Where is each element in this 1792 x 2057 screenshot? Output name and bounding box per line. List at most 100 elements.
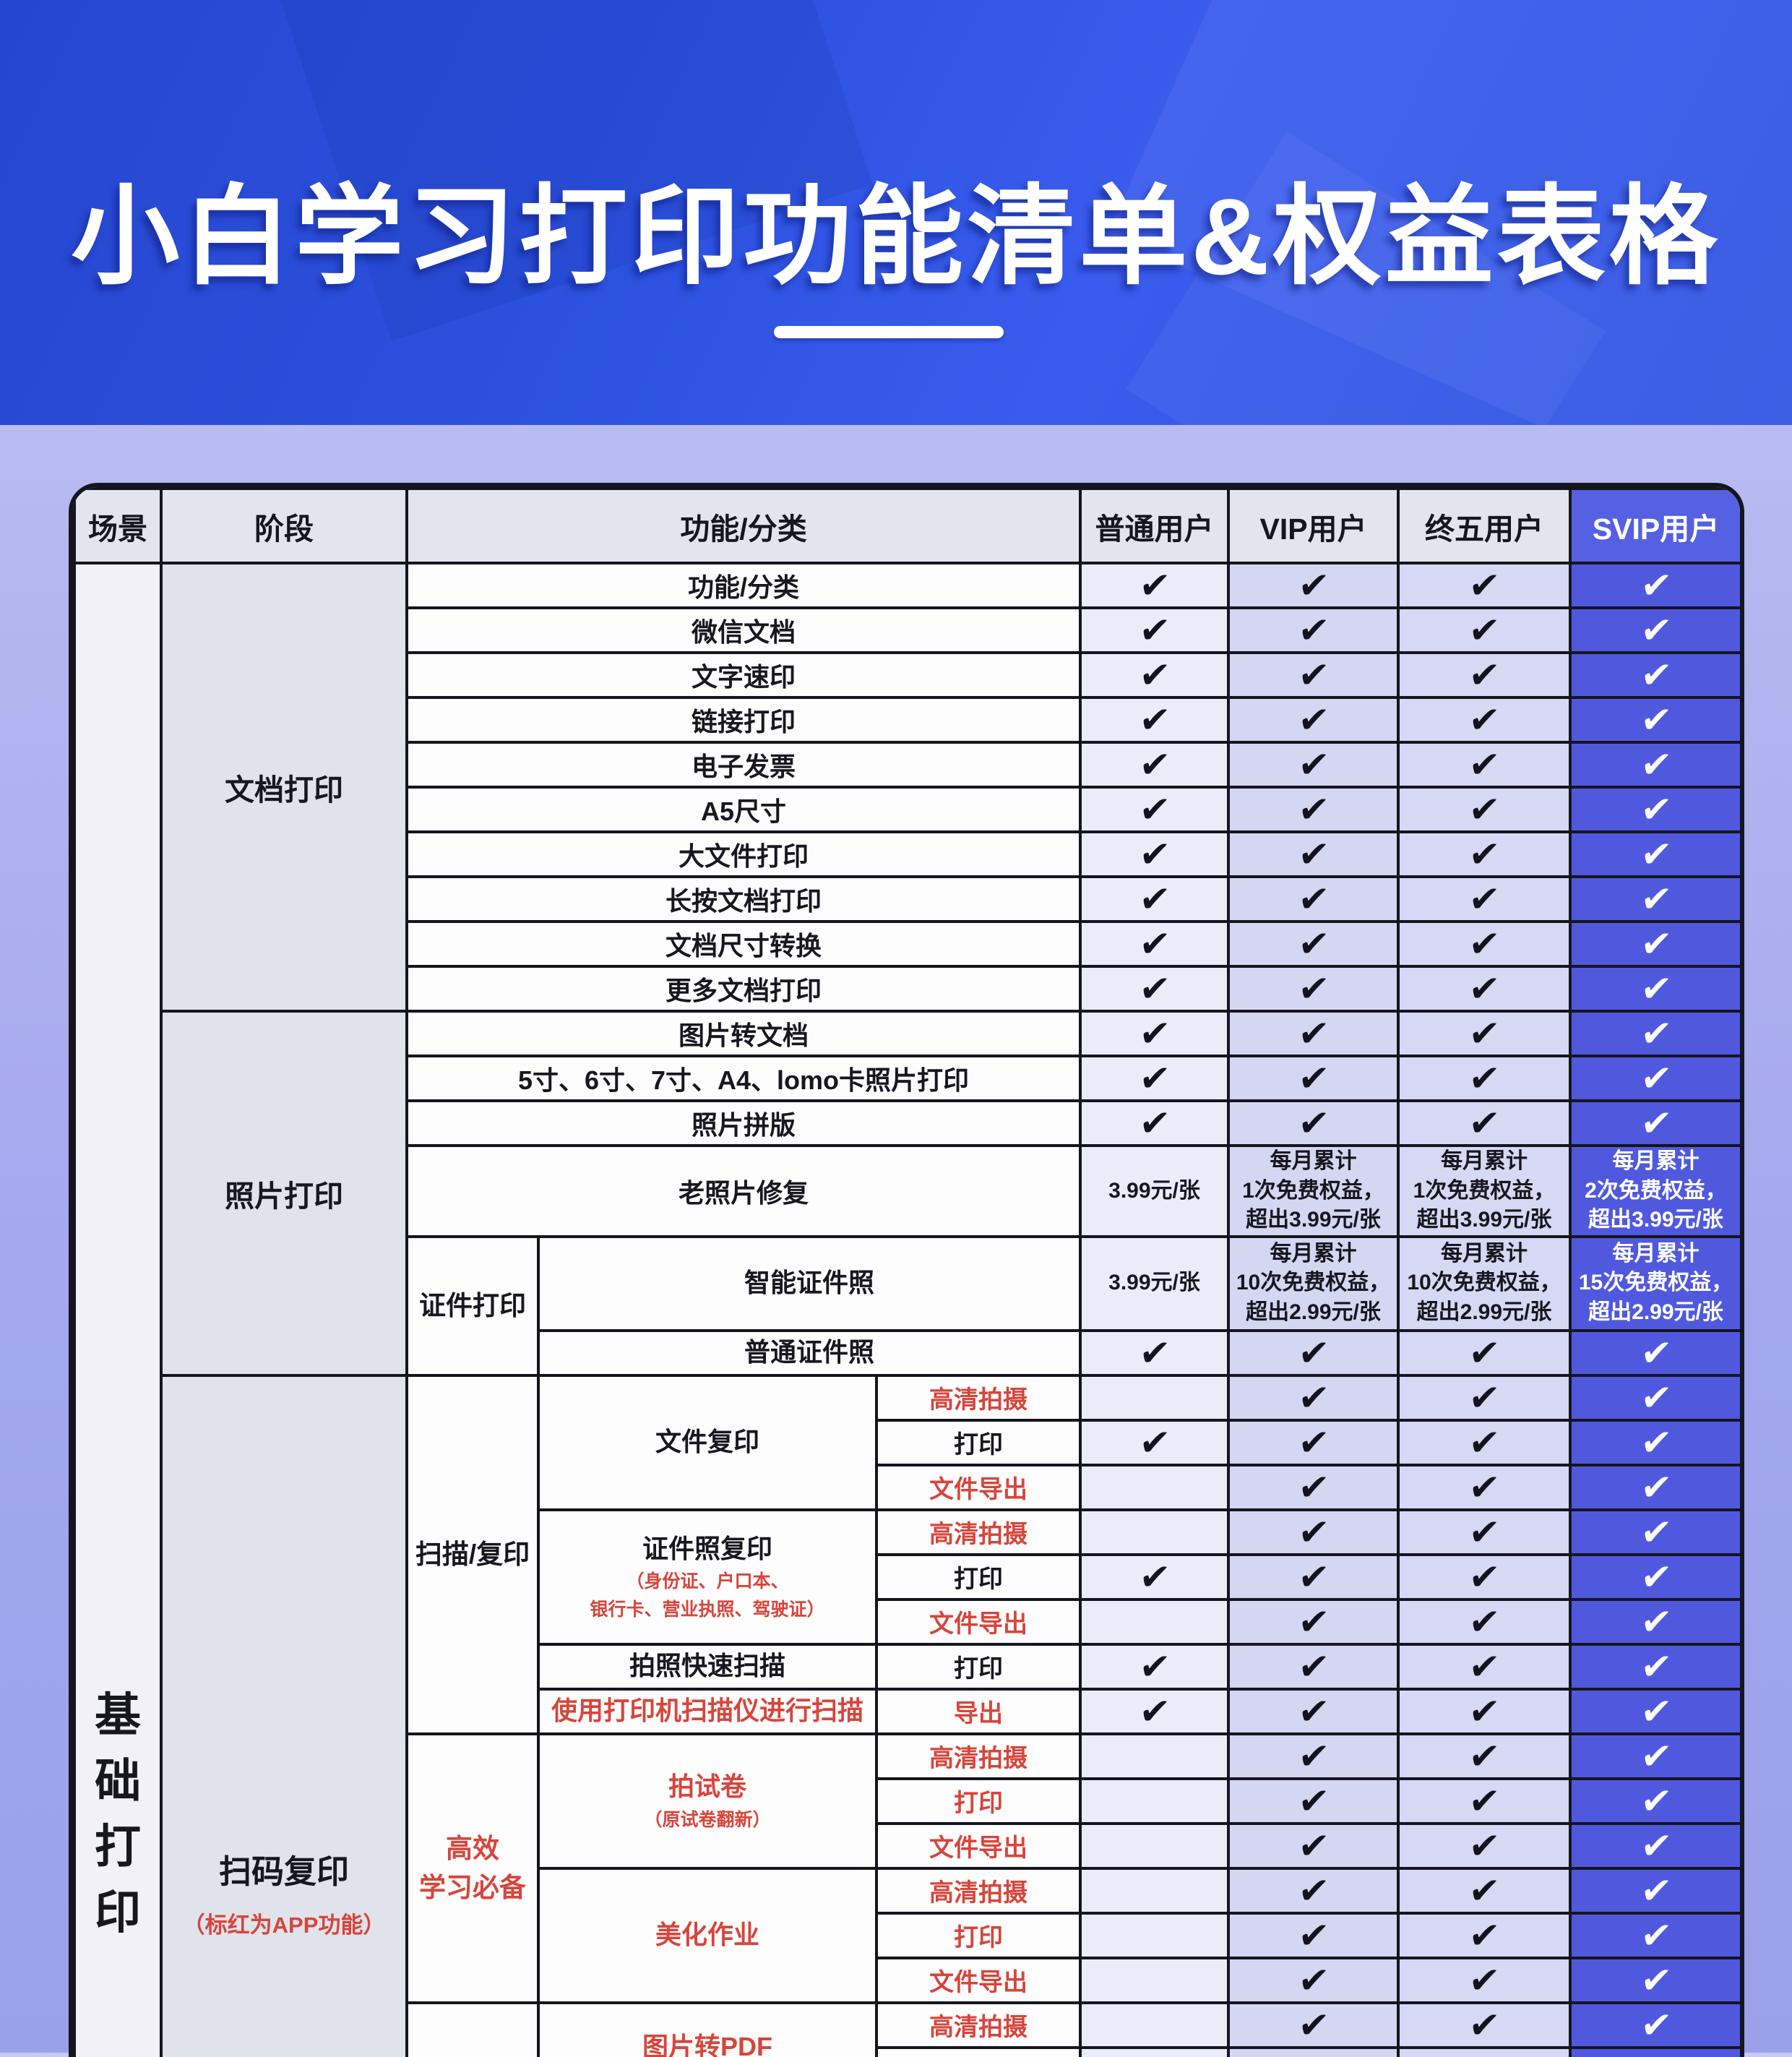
check-icon: ✔ [1296,699,1331,741]
check-cell: ✔ [1228,966,1398,1011]
check-icon: ✔ [1296,609,1331,651]
check-cell: ✔ [1398,608,1570,653]
stage-cell: 扫码复印（标红为APP功能） [161,1375,407,2057]
feature-cell: 高清拍摄 [876,1734,1080,1779]
check-cell: ✔ [1228,1734,1398,1779]
check-cell: ✔ [1228,742,1398,787]
function-cell: 老照片修复 [407,1146,1080,1237]
check-icon: ✔ [1639,1013,1673,1055]
header-cell: VIP用户 [1228,489,1398,563]
check-icon: ✔ [1137,968,1172,1010]
subgroup-cell: 使用打印机扫描仪进行扫描 [538,1689,876,1734]
header-cell: 普通用户 [1080,489,1228,563]
check-icon: ✔ [1467,1466,1502,1508]
check-icon: ✔ [1639,968,1673,1010]
check-icon: ✔ [1467,654,1502,696]
check-icon: ✔ [1467,833,1502,875]
check-icon: ✔ [1296,1601,1331,1643]
check-icon: ✔ [1467,1780,1502,1822]
banner: 小白学习打印功能清单&权益表格 [0,0,1792,425]
check-cell: ✔ [1228,1465,1398,1510]
check-icon: ✔ [1137,654,1172,696]
check-icon: ✔ [1639,1780,1673,1822]
check-icon: ✔ [1137,1646,1172,1688]
check-cell: ✔ [1080,697,1228,742]
subgroup-cell: 普通证件照 [538,1331,1080,1375]
check-cell: ✔ [1228,1331,1398,1375]
check-icon: ✔ [1137,1102,1172,1144]
subgroup-cell: 文件复印 [538,1375,876,1510]
function-cell: 照片拼版 [407,1101,1080,1146]
check-icon: ✔ [1467,1691,1502,1732]
check-cell: ✔ [1570,922,1741,966]
scene-vertical-label: 基础打印 [76,1692,160,1936]
check-icon: ✔ [1639,609,1673,651]
check-icon: ✔ [1467,2004,1502,2046]
check-cell: ✔ [1570,1056,1741,1101]
check-cell: ✔ [1080,877,1228,922]
check-cell: ✔ [1080,1101,1228,1146]
check-icon: ✔ [1296,1466,1331,1508]
check-cell [1080,1958,1228,2003]
check-icon: ✔ [1639,1915,1673,1957]
header-cell: 阶段 [161,489,407,563]
check-cell [1080,1465,1228,1510]
check-icon: ✔ [1137,833,1172,875]
check-cell: ✔ [1398,1689,1570,1734]
check-icon: ✔ [1467,1825,1502,1867]
function-cell: 更多文档打印 [407,966,1080,1011]
check-cell: ✔ [1228,1510,1398,1555]
function-cell: 电子发票 [407,742,1080,787]
check-cell: ✔ [1228,832,1398,877]
check-cell: ✔ [1398,1644,1570,1689]
check-cell: ✔ [1398,653,1570,697]
check-icon: ✔ [1467,1870,1502,1912]
check-icon: ✔ [1639,1102,1673,1144]
check-icon: ✔ [1137,1422,1172,1464]
check-icon: ✔ [1137,1057,1172,1099]
price-cell: 3.99元/张 [1080,1237,1228,1331]
check-cell: ✔ [1398,2003,1570,2048]
check-cell [1080,1779,1228,1824]
check-icon: ✔ [1639,789,1673,830]
check-cell: ✔ [1570,1011,1741,1056]
check-cell: ✔ [1570,1779,1741,1824]
check-cell: ✔ [1570,1644,1741,1689]
check-icon: ✔ [1137,923,1172,965]
check-cell: ✔ [1398,1056,1570,1101]
check-icon: ✔ [1296,833,1331,875]
check-icon: ✔ [1296,1915,1331,1957]
check-icon: ✔ [1296,1959,1331,2001]
check-cell: ✔ [1080,1331,1228,1375]
check-icon: ✔ [1467,923,1502,965]
check-icon: ✔ [1467,1332,1502,1374]
check-cell: ✔ [1570,2048,1741,2057]
feature-cell: 高清拍摄 [876,1510,1080,1555]
check-icon: ✔ [1639,699,1673,741]
check-icon: ✔ [1137,1691,1172,1732]
check-icon: ✔ [1137,789,1172,830]
check-cell: ✔ [1398,1599,1570,1644]
check-cell [1080,1599,1228,1644]
title-underline [774,326,1004,338]
check-icon: ✔ [1296,1556,1331,1598]
check-icon: ✔ [1639,1825,1673,1867]
check-icon: ✔ [1467,878,1502,920]
check-icon: ✔ [1639,1691,1673,1732]
check-cell: ✔ [1080,966,1228,1011]
check-cell [1080,1913,1228,1958]
check-icon: ✔ [1467,1377,1502,1419]
check-cell: ✔ [1080,787,1228,832]
check-icon: ✔ [1296,1422,1331,1464]
check-icon: ✔ [1296,1825,1331,1867]
check-cell: ✔ [1570,1465,1741,1510]
check-cell: ✔ [1228,2048,1398,2057]
check-icon: ✔ [1639,1556,1673,1598]
check-icon: ✔ [1639,1511,1673,1553]
feature-cell: 高清拍摄 [876,1868,1080,1913]
header-cell: SVIP用户 [1570,489,1741,563]
